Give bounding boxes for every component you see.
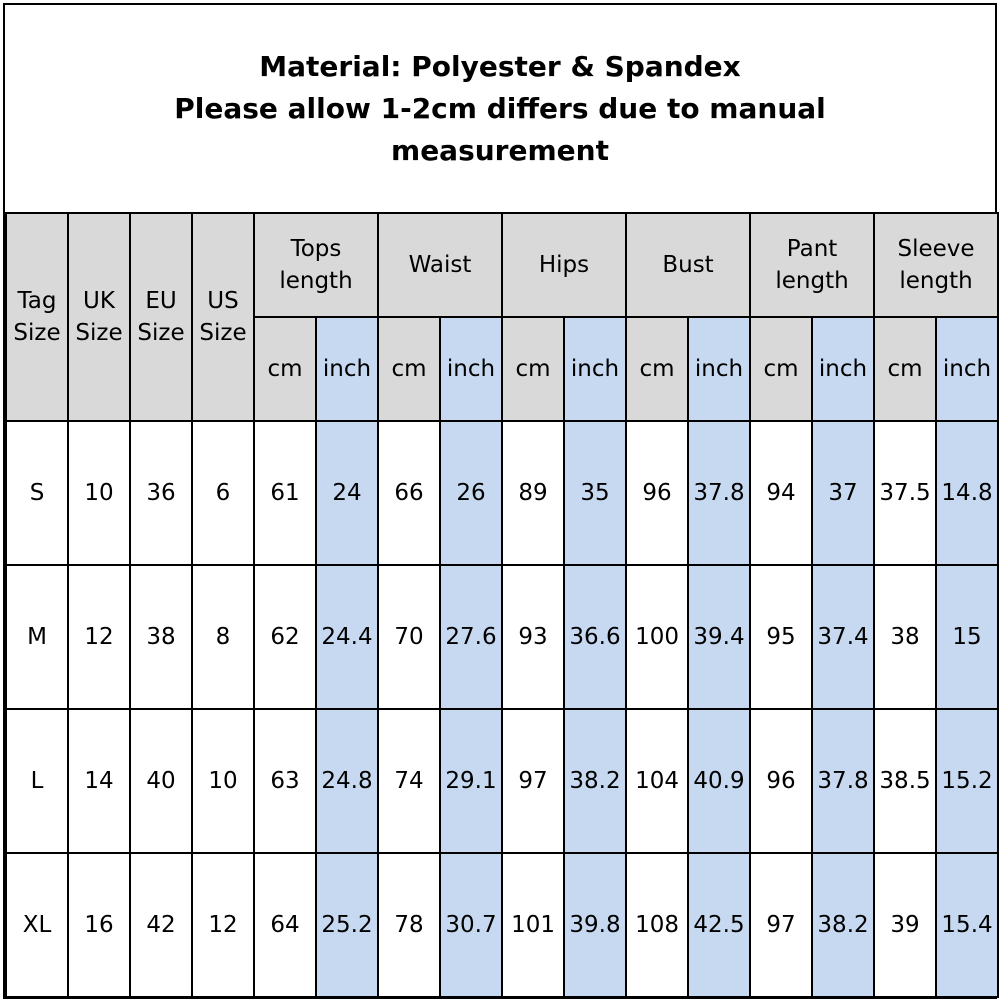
table-cell: 93 <box>501 564 566 710</box>
table-cell: S <box>5 420 69 566</box>
table-cell: 6 <box>191 420 255 566</box>
table-cell: 24 <box>315 420 379 566</box>
col-header-eu-size: EU Size <box>129 212 193 422</box>
table-cell: 37.5 <box>873 420 938 566</box>
table-cell: 63 <box>253 708 317 854</box>
table-cell: 15.2 <box>935 708 1000 854</box>
table-cell: 40.9 <box>687 708 752 854</box>
table-cell: 39.4 <box>687 564 752 710</box>
table-cell: XL <box>5 852 69 998</box>
table-cell: 38 <box>873 564 938 710</box>
table-cell: 61 <box>253 420 317 566</box>
table-cell: 14.8 <box>935 420 1000 566</box>
table-cell: 62 <box>253 564 317 710</box>
table-cell: 38.2 <box>563 708 628 854</box>
table-cell: 96 <box>749 708 814 854</box>
unit-inch: inch <box>811 316 876 422</box>
table-cell: 39 <box>873 852 938 998</box>
table-cell: 24.8 <box>315 708 379 854</box>
table-cell: 96 <box>625 420 690 566</box>
unit-cm: cm <box>501 316 566 422</box>
table-cell: 74 <box>377 708 441 854</box>
unit-inch: inch <box>563 316 628 422</box>
table-cell: 104 <box>625 708 690 854</box>
table-cell: 97 <box>749 852 814 998</box>
unit-inch: inch <box>438 316 504 422</box>
table-cell: 64 <box>253 852 317 998</box>
table-cell: 36.6 <box>563 564 628 710</box>
unit-cm: cm <box>377 316 441 422</box>
table-cell: 95 <box>749 564 814 710</box>
col-header-bust: Bust <box>625 212 752 318</box>
table-cell: 8 <box>191 564 255 710</box>
table-cell: 101 <box>501 852 566 998</box>
table-cell: 15.4 <box>935 852 1000 998</box>
title-line: Material: Polyester & Spandex <box>259 49 741 83</box>
unit-inch: inch <box>935 316 1000 422</box>
material-note: Material: Polyester & Spandex Please all… <box>5 5 995 212</box>
table-cell: 108 <box>625 852 690 998</box>
table-cell: 16 <box>67 852 131 998</box>
table-cell: 38 <box>129 564 193 710</box>
col-header-tops-length: Tops length <box>253 212 379 318</box>
table-cell: 24.4 <box>315 564 379 710</box>
col-header-pant-length: Pant length <box>749 212 876 318</box>
unit-cm: cm <box>625 316 690 422</box>
table-cell: 37.8 <box>687 420 752 566</box>
col-header-waist: Waist <box>376 212 504 318</box>
table-cell: 10 <box>67 420 131 566</box>
unit-cm: cm <box>253 316 317 422</box>
col-header-tag-size: Tag Size <box>5 212 69 422</box>
table-cell: 42 <box>129 852 193 998</box>
table-cell: 94 <box>749 420 814 566</box>
size-rows: S 10 36 6 61 24 66 26 89 35 96 37.8 94 37 37.5 14.8 M 12 3… <box>5 420 1000 998</box>
table-cell: 66 <box>377 420 441 566</box>
table-cell: 37.4 <box>811 564 876 710</box>
table-cell: 37.8 <box>811 708 876 854</box>
table-row: L 14 40 10 63 24.8 74 29.1 97 38.2 104 40.9 96 37.8 38… <box>5 708 1000 854</box>
table-cell: 12 <box>67 564 131 710</box>
unit-cm: cm <box>749 316 814 422</box>
size-table: Tag Size UK Size EU Size US Size Tops length … <box>5 212 1000 998</box>
table-cell: 27.6 <box>438 564 504 710</box>
table-cell: 30.7 <box>438 852 504 998</box>
title-line: Please allow 1-2cm differs due to manual <box>174 91 826 125</box>
col-header-sleeve-length: Sleeve length <box>873 212 1000 318</box>
table-cell: 12 <box>191 852 255 998</box>
col-header-uk-size: UK Size <box>67 212 131 422</box>
unit-inch: inch <box>315 316 379 422</box>
table-cell: L <box>5 708 69 854</box>
table-cell: 14 <box>67 708 131 854</box>
table-cell: 78 <box>377 852 441 998</box>
table-cell: 35 <box>563 420 628 566</box>
table-cell: 36 <box>129 420 193 566</box>
table-cell: 29.1 <box>438 708 504 854</box>
table-cell: 38.2 <box>811 852 876 998</box>
table-cell: 37 <box>811 420 876 566</box>
table-cell: 97 <box>501 708 566 854</box>
unit-inch: inch <box>687 316 752 422</box>
table-cell: 38.5 <box>873 708 938 854</box>
table-cell: 25.2 <box>315 852 379 998</box>
table-cell: 70 <box>377 564 441 710</box>
table-cell: M <box>5 564 69 710</box>
unit-cm: cm <box>873 316 938 422</box>
table-cell: 89 <box>501 420 566 566</box>
col-header-hips: Hips <box>501 212 628 318</box>
title-line: measurement <box>391 133 609 167</box>
table-cell: 15 <box>935 564 1000 710</box>
table-row: XL 16 42 12 64 25.2 78 30.7 101 39.8 108 42.5 97 38.2… <box>5 852 1000 998</box>
size-chart: Material: Polyester & Spandex Please all… <box>3 3 1000 999</box>
table-cell: 42.5 <box>687 852 752 998</box>
table-cell: 39.8 <box>563 852 628 998</box>
table-cell: 100 <box>625 564 690 710</box>
table-cell: 26 <box>438 420 504 566</box>
table-row: M 12 38 8 62 24.4 70 27.6 93 36.6 100 39.4 95 37.4 38 1… <box>5 564 1000 710</box>
table-row: S 10 36 6 61 24 66 26 89 35 96 37.8 94 37 37.5 14.8 <box>5 420 1000 566</box>
table-cell: 10 <box>191 708 255 854</box>
table-cell: 40 <box>129 708 193 854</box>
col-header-us-size: US Size <box>191 212 255 422</box>
